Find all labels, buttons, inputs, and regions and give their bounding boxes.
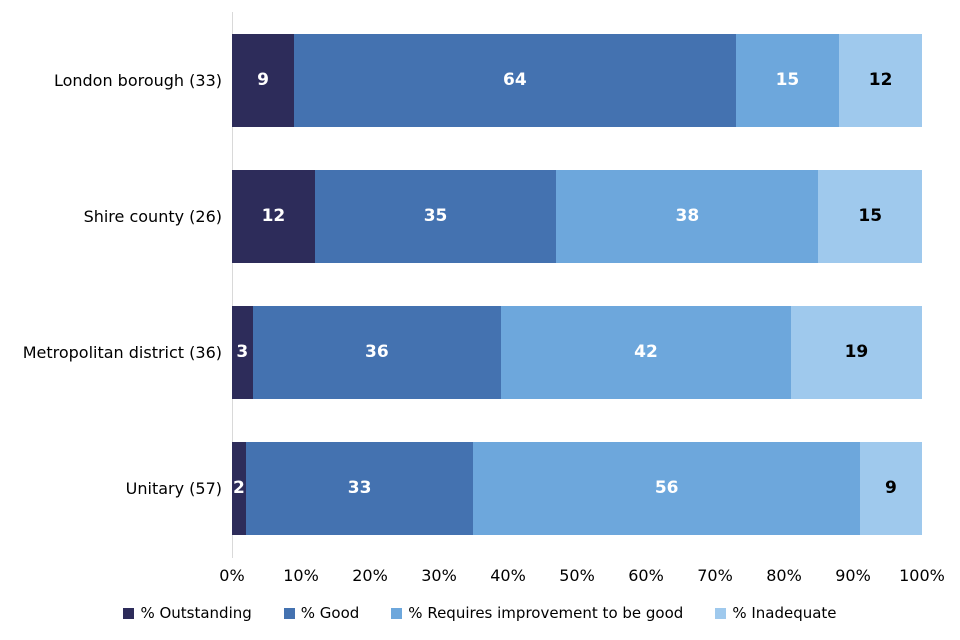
bar-segment: 9 [859, 441, 922, 535]
bar: 3 36 42 19 [232, 305, 922, 399]
legend-item: % Inadequate [715, 604, 837, 622]
bar-segment: 2 [232, 441, 246, 535]
x-axis-tick-label: 80% [766, 566, 802, 585]
bar-segment-label: 35 [423, 206, 448, 226]
x-axis-tick-label: 60% [628, 566, 664, 585]
bar-segment-label: 12 [261, 206, 286, 226]
bar: 12 35 38 15 [232, 169, 922, 263]
bar-segment-label: 12 [868, 70, 893, 90]
legend-label: % Requires improvement to be good [408, 604, 684, 622]
legend-item: % Requires improvement to be good [391, 604, 683, 622]
bar-segment-label: 2 [232, 478, 245, 498]
category-label: Unitary (57) [125, 478, 222, 498]
bar-segment: 9 [232, 33, 295, 127]
bar-row: Shire county (26) 12 35 38 15 [0, 148, 922, 284]
x-axis-tick-label: 10% [283, 566, 319, 585]
bar-segment-label: 15 [858, 206, 883, 226]
bar-row: London borough (33) 9 64 15 12 [0, 12, 922, 148]
bar-segment: 35 [314, 169, 557, 263]
x-axis-tick-label: 40% [490, 566, 526, 585]
legend-item: % Good [283, 604, 360, 622]
legend-swatch-icon [715, 607, 727, 619]
bar-segment: 3 [232, 305, 253, 399]
category-label: Metropolitan district (36) [22, 342, 222, 362]
bar: 9 64 15 12 [232, 33, 922, 127]
bar-segment-label: 3 [236, 342, 249, 362]
bar-segment: 64 [294, 33, 736, 127]
bar-segment-label: 56 [654, 478, 679, 498]
bar-segment: 12 [232, 169, 315, 263]
bar-segment-label: 19 [844, 342, 869, 362]
category-label: Shire county (26) [83, 206, 222, 226]
bar-row: Metropolitan district (36) 3 36 42 19 [0, 284, 922, 420]
bar-segment-label: 42 [634, 342, 658, 362]
legend-label: % Good [300, 604, 360, 622]
legend-swatch-icon [283, 607, 295, 619]
bar-segment: 38 [556, 169, 819, 263]
bar-segment: 36 [252, 305, 502, 399]
bar-segment: 15 [735, 33, 840, 127]
bar-segment: 33 [245, 441, 474, 535]
bar-segment: 12 [839, 33, 922, 127]
x-axis-tick-label: 20% [352, 566, 388, 585]
bar-segment-label: 36 [365, 342, 389, 362]
bar-segment: 42 [501, 305, 791, 399]
bar-segment-label: 9 [257, 70, 269, 90]
x-axis-tick-label: 70% [697, 566, 733, 585]
legend-item: % Outstanding [123, 604, 252, 622]
bar-segment-label: 15 [775, 70, 800, 90]
category-label: London borough (33) [53, 70, 222, 90]
y-axis-line [232, 12, 233, 558]
legend-label: % Inadequate [732, 604, 837, 622]
x-axis-ticks: 0% 10% 20% 30% 40% 50% 60% 70% 80% 90% 100% [219, 566, 945, 592]
legend-swatch-icon [123, 607, 135, 619]
legend: % Outstanding % Good % Requires improvemen… [0, 604, 960, 622]
bar-segment-label: 64 [503, 70, 527, 90]
legend-swatch-icon [391, 607, 403, 619]
chart-rows: London borough (33) 9 64 15 12 Shire county (… [0, 12, 922, 556]
legend-label: % Outstanding [140, 604, 252, 622]
bar-segment: 19 [790, 305, 922, 399]
bar-segment: 15 [818, 169, 922, 263]
bar-segment: 56 [473, 441, 860, 535]
bar: 2 33 56 9 [232, 441, 922, 535]
bar-row: Unitary (57) 2 33 56 9 [0, 420, 922, 556]
bar-segment-label: 33 [347, 478, 372, 498]
x-axis-tick-label: 0% [219, 566, 245, 585]
x-axis-tick-label: 30% [421, 566, 457, 585]
x-axis-tick-label: 50% [559, 566, 595, 585]
bar-segment-label: 38 [675, 206, 700, 226]
x-axis-tick-label: 100% [899, 566, 945, 585]
bar-segment-label: 9 [885, 478, 897, 498]
x-axis-tick-label: 90% [835, 566, 871, 585]
